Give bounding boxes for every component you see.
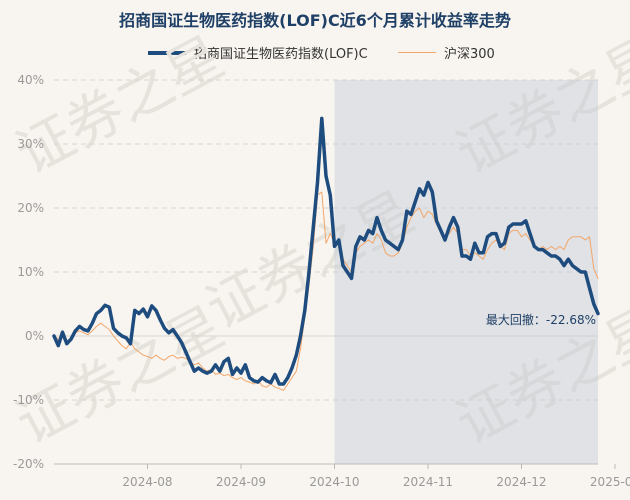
y-tick-label: 30% [17,137,44,151]
watermark-text: 证券之星 [6,25,234,188]
x-tick-label: 2024-08 [122,475,172,489]
legend-item-hs300[interactable]: 沪深300 [398,43,495,62]
y-tick-label: 40% [17,73,44,87]
max-drawdown-region [334,80,598,464]
chart-title: 招商国证生物医药指数(LOF)C近6个月累计收益率走势 [119,11,511,30]
x-tick-label: 2024-09 [216,475,266,489]
y-tick-label: 10% [17,265,44,279]
series-line-fund [52,116,600,386]
max-drawdown-label: 最大回撤：-22.68% [486,312,596,327]
legend-item-fund[interactable]: 招商国证生物医药指数(LOF)C [148,43,368,62]
x-tick-label: 2024-12 [496,475,546,489]
x-tick-label: 2025-01 [590,475,630,489]
legend: 招商国证生物医药指数(LOF)C 沪深300 [0,43,630,63]
legend-swatch-fund [148,50,186,55]
legend-label-fund: 招商国证生物医药指数(LOF)C [194,47,368,62]
x-tick-label: 2024-11 [403,475,453,489]
legend-label-hs300: 沪深300 [444,47,495,62]
watermark-text: 证券之星 [6,295,234,458]
y-tick-label: -10% [13,393,44,407]
y-tick-label: -20% [13,457,44,471]
legend-swatch-hs300 [398,52,436,53]
y-tick-label: 0% [25,329,44,343]
x-tick-label: 2024-10 [309,475,359,489]
y-tick-label: 20% [17,201,44,215]
